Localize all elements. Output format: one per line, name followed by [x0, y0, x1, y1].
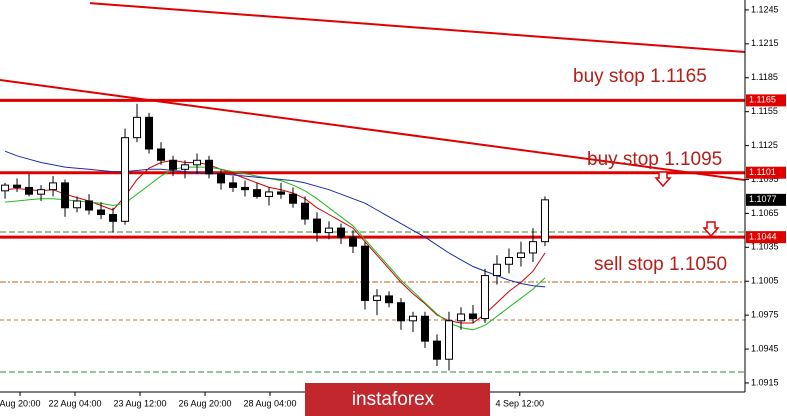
price-label: 1.1077 [749, 194, 777, 204]
candle-body [133, 116, 142, 139]
y-tick-label: 1.1245 [751, 4, 779, 14]
candle-body [109, 214, 118, 222]
candle-body [444, 320, 453, 360]
annotation: buy stop 1.1165 [573, 66, 707, 87]
candle-body [301, 202, 310, 220]
y-tick-label: 1.1155 [751, 106, 778, 116]
trend-line [89, 2, 746, 53]
candle-body [145, 116, 154, 150]
candle-body [349, 236, 358, 247]
candle-body [420, 315, 429, 342]
candle-body [13, 184, 22, 188]
price-label-box [746, 193, 786, 206]
candle-body [325, 227, 334, 234]
candle-body [229, 182, 238, 188]
x-tick-label: Aug 20:00 [0, 398, 41, 408]
candle-body [492, 263, 501, 277]
watermark: instaforex [352, 389, 435, 410]
y-tick-label: 1.1095 [751, 174, 779, 184]
candle-body [1, 184, 10, 192]
candle-body [205, 159, 214, 175]
candle-body [516, 252, 525, 258]
x-tick-label: 23 Aug 12:00 [113, 398, 166, 408]
moving-average [4, 159, 546, 324]
price-label: 1.1101 [749, 167, 776, 177]
candle-body [25, 186, 34, 195]
trend-line [0, 79, 746, 182]
candle-body [468, 313, 477, 320]
watermark-box [305, 383, 490, 416]
arrow-icon [702, 221, 720, 238]
y-tick-label: 1.1185 [751, 72, 778, 82]
candle-body [289, 193, 298, 204]
candle-body [432, 340, 441, 360]
candle-body [169, 159, 178, 170]
annotation: sell stop 1.1050 [594, 254, 727, 275]
x-tick-label: 26 Aug 20:00 [179, 398, 232, 408]
y-tick-label: 1.1035 [751, 242, 779, 252]
candle-body [265, 191, 274, 197]
candle-body [61, 182, 70, 209]
candle-body [277, 191, 286, 195]
candle-body [217, 173, 226, 184]
candle-body [49, 182, 58, 191]
x-tick-label: 4 Sep 12:00 [496, 398, 545, 408]
moving-average [4, 150, 546, 288]
candle-body [456, 313, 465, 322]
price-label-box [746, 231, 786, 244]
candle-body [528, 241, 537, 254]
candle-body [73, 200, 82, 209]
candle-body [85, 200, 94, 211]
candle-body [337, 227, 346, 238]
y-tick-label: 1.0975 [751, 310, 779, 320]
candle-body [121, 137, 130, 222]
price-label: 1.1165 [749, 95, 776, 105]
candle-body [313, 218, 322, 234]
y-tick-label: 1.1065 [751, 208, 779, 218]
candle-body [241, 186, 250, 191]
candle-body [361, 245, 370, 301]
candle-body [193, 159, 202, 166]
candle-body [396, 302, 405, 322]
price-label: 1.1044 [749, 232, 777, 242]
candle-body [253, 189, 262, 197]
y-tick-label: 1.0945 [751, 343, 779, 353]
candle-body [504, 256, 513, 265]
price-label-box [746, 94, 786, 107]
candle-body [384, 295, 393, 304]
candle-body [37, 189, 46, 195]
x-tick-label: 22 Aug 04:00 [48, 398, 101, 408]
candle-body [540, 199, 549, 243]
x-tick-label: 28 Aug 04:00 [243, 398, 296, 408]
candle-body [480, 275, 489, 320]
y-tick-label: 1.1215 [751, 38, 779, 48]
candle-body [157, 148, 166, 161]
candle-body [97, 209, 106, 216]
candle-body [181, 164, 190, 170]
annotation: buy stop 1.1095 [587, 149, 722, 170]
moving-average [4, 166, 546, 331]
y-tick-label: 1.1125 [751, 140, 778, 150]
arrow-icon [654, 171, 672, 188]
candle-body [408, 315, 417, 322]
y-tick-label: 1.0915 [751, 377, 779, 387]
candle-body [372, 295, 381, 301]
y-tick-label: 1.1005 [751, 276, 779, 286]
price-label-box [746, 166, 786, 179]
